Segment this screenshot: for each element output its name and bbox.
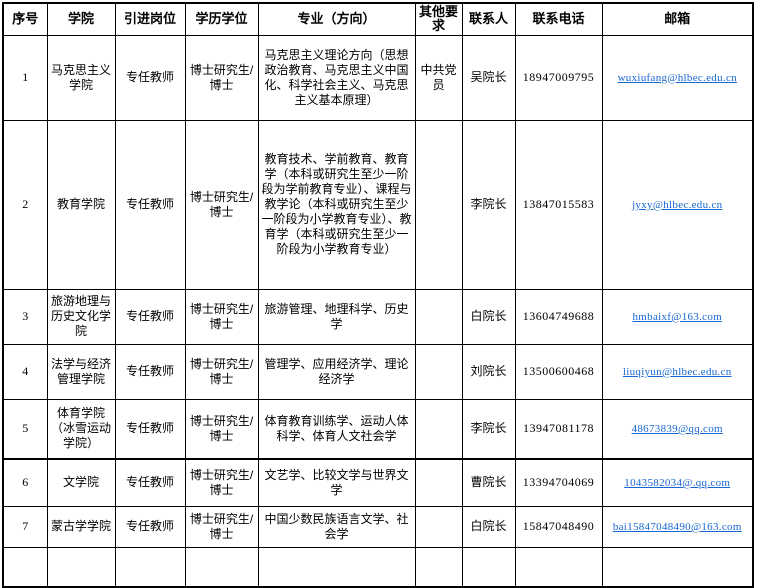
header-other: 其他要求: [414, 2, 463, 36]
cell-position: 专任教师: [114, 34, 186, 121]
cell-position: [114, 546, 186, 588]
cell-no: 5: [2, 398, 48, 461]
cell-other: [414, 505, 463, 548]
cell-major: 马克思主义理论方向（思想政治教育、马克思主义中国化、科学社会主义、马克思主义基本…: [257, 34, 416, 121]
email-link[interactable]: liuqiyun@hlbec.edu.cn: [622, 365, 732, 378]
email-link[interactable]: bai15847048490@163.com: [612, 520, 742, 533]
cell-degree: 博士研究生/博士: [184, 505, 259, 548]
cell-other: [414, 458, 463, 507]
cell-contact: 白院长: [461, 288, 516, 345]
cell-college: 体育学院（冰雪运动学院）: [46, 398, 116, 461]
cell-phone: 13500600468: [514, 343, 603, 400]
cell-college: 蒙古学学院: [46, 505, 116, 548]
cell-email: [601, 546, 754, 588]
email-link[interactable]: 1043582034@.qq.com: [624, 476, 731, 489]
header-major: 专业（方向）: [257, 2, 416, 36]
cell-major: 旅游管理、地理科学、历史学: [257, 288, 416, 345]
cell-contact: 吴院长: [461, 34, 516, 121]
cell-major: 体育教育训练学、运动人体科学、体育人文社会学: [257, 398, 416, 461]
cell-no: 7: [2, 505, 48, 548]
cell-contact: 李院长: [461, 119, 516, 290]
header-position: 引进岗位: [114, 2, 186, 36]
header-contact: 联系人: [461, 2, 516, 36]
cell-degree: 博士研究生/博士: [184, 458, 259, 507]
cell-email: 1043582034@.qq.com: [601, 458, 754, 507]
cell-phone: 13604749688: [514, 288, 603, 345]
cell-email: liuqiyun@hlbec.edu.cn: [601, 343, 754, 400]
cell-contact: 曹院长: [461, 458, 516, 507]
cell-major: 管理学、应用经济学、理论经济学: [257, 343, 416, 400]
cell-college: 旅游地理与历史文化学院: [46, 288, 116, 345]
table-row: 7 蒙古学学院 专任教师 博士研究生/博士 中国少数民族语言文学、社会学 白院长…: [2, 505, 754, 548]
cell-no: 1: [2, 34, 48, 121]
cell-other: [414, 343, 463, 400]
header-email: 邮箱: [601, 2, 754, 36]
table-row-partial: [2, 546, 754, 588]
table-header-row: 序号 学院 引进岗位 学历学位 专业（方向） 其他要求 联系人 联系电话 邮箱: [2, 2, 754, 36]
cell-college: 教育学院: [46, 119, 116, 290]
cell-college: 马克思主义学院: [46, 34, 116, 121]
cell-degree: [184, 546, 259, 588]
cell-email: wuxiufang@hlbec.edu.cn: [601, 34, 754, 121]
cell-email: bai15847048490@163.com: [601, 505, 754, 548]
cell-major: 中国少数民族语言文学、社会学: [257, 505, 416, 548]
cell-other: [414, 288, 463, 345]
cell-other: [414, 119, 463, 290]
cell-degree: 博士研究生/博士: [184, 34, 259, 121]
header-college: 学院: [46, 2, 116, 36]
cell-degree: 博士研究生/博士: [184, 398, 259, 461]
cell-email: jyxy@hlbec.edu.cn: [601, 119, 754, 290]
cell-email: hmbaixf@163.com: [601, 288, 754, 345]
cell-no: 3: [2, 288, 48, 345]
email-link[interactable]: jyxy@hlbec.edu.cn: [632, 198, 723, 211]
cell-degree: 博士研究生/博士: [184, 343, 259, 400]
cell-major: 教育技术、学前教育、教育学（本科或研究生至少一阶段为学前教育专业）、课程与教学论…: [257, 119, 416, 290]
cell-contact: 李院长: [461, 398, 516, 461]
cell-no: 6: [2, 458, 48, 507]
cell-major: [257, 546, 416, 588]
cell-position: 专任教师: [114, 398, 186, 461]
cell-phone: 18947009795: [514, 34, 603, 121]
cell-phone: [514, 546, 603, 588]
cell-no: 4: [2, 343, 48, 400]
cell-major: 文艺学、比较文学与世界文学: [257, 458, 416, 507]
table-row: 4 法学与经济管理学院 专任教师 博士研究生/博士 管理学、应用经济学、理论经济…: [2, 343, 754, 400]
cell-contact: 刘院长: [461, 343, 516, 400]
cell-phone: 13847015583: [514, 119, 603, 290]
header-phone: 联系电话: [514, 2, 603, 36]
cell-contact: [461, 546, 516, 588]
cell-phone: 13394704069: [514, 458, 603, 507]
cell-position: 专任教师: [114, 288, 186, 345]
cell-position: 专任教师: [114, 458, 186, 507]
table-row: 2 教育学院 专任教师 博士研究生/博士 教育技术、学前教育、教育学（本科或研究…: [2, 119, 754, 290]
header-no: 序号: [2, 2, 48, 36]
cell-phone: 13947081178: [514, 398, 603, 461]
table-row: 5 体育学院（冰雪运动学院） 专任教师 博士研究生/博士 体育教育训练学、运动人…: [2, 398, 754, 461]
cell-other: [414, 546, 463, 588]
email-link[interactable]: wuxiufang@hlbec.edu.cn: [617, 71, 737, 84]
email-link[interactable]: 48673839@qq.com: [631, 422, 723, 435]
cell-contact: 白院长: [461, 505, 516, 548]
table-row: 1 马克思主义学院 专任教师 博士研究生/博士 马克思主义理论方向（思想政治教育…: [2, 34, 754, 121]
cell-college: [46, 546, 116, 588]
cell-position: 专任教师: [114, 343, 186, 400]
cell-other: [414, 398, 463, 461]
cell-degree: 博士研究生/博士: [184, 119, 259, 290]
email-link[interactable]: hmbaixf@163.com: [632, 310, 722, 323]
cell-degree: 博士研究生/博士: [184, 288, 259, 345]
cell-position: 专任教师: [114, 119, 186, 290]
cell-college: 文学院: [46, 458, 116, 507]
table-row: 6 文学院 专任教师 博士研究生/博士 文艺学、比较文学与世界文学 曹院长 13…: [2, 458, 754, 507]
cell-email: 48673839@qq.com: [601, 398, 754, 461]
cell-position: 专任教师: [114, 505, 186, 548]
cell-other: 中共党员: [414, 34, 463, 121]
cell-college: 法学与经济管理学院: [46, 343, 116, 400]
cell-no: 2: [2, 119, 48, 290]
table-row: 3 旅游地理与历史文化学院 专任教师 博士研究生/博士 旅游管理、地理科学、历史…: [2, 288, 754, 345]
header-degree: 学历学位: [184, 2, 259, 36]
cell-no: [2, 546, 48, 588]
cell-phone: 15847048490: [514, 505, 603, 548]
